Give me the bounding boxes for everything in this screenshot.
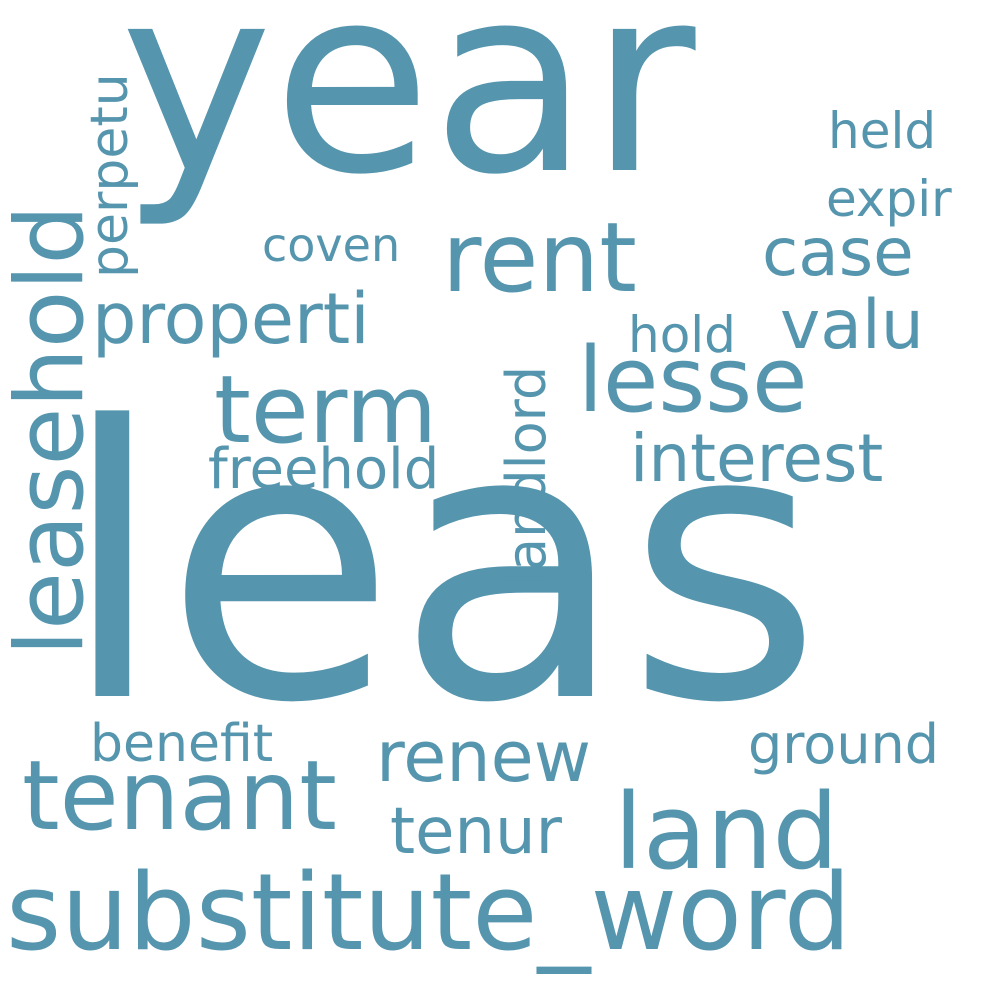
word-tenur: tenur xyxy=(390,795,562,869)
word-valu: valu xyxy=(780,286,924,365)
word-properti: properti xyxy=(92,278,370,360)
word-held: held xyxy=(828,102,937,160)
word-ground: ground xyxy=(748,713,940,776)
word-expir: expir xyxy=(826,170,952,228)
word-interest: interest xyxy=(630,420,884,497)
word-hold: hold xyxy=(628,306,736,364)
word-lesse: lesse xyxy=(578,328,808,433)
word-case: case xyxy=(762,214,914,291)
word-tenant: tenant xyxy=(22,740,337,852)
word-freehold: freehold xyxy=(208,437,440,502)
word-landlord: landlord xyxy=(495,365,558,586)
word-term: term xyxy=(214,356,438,465)
word-year: year xyxy=(120,0,696,231)
word-renew: renew xyxy=(376,716,591,798)
word-rent: rent xyxy=(442,202,637,314)
word-perpetu: perpetu xyxy=(80,73,140,278)
word-coven: coven xyxy=(262,218,401,272)
word-substitute-word: substitute_word xyxy=(6,851,851,974)
word-land: land xyxy=(614,771,839,893)
word-leas: leas xyxy=(60,347,823,785)
word-benefit: benefit xyxy=(90,714,274,774)
